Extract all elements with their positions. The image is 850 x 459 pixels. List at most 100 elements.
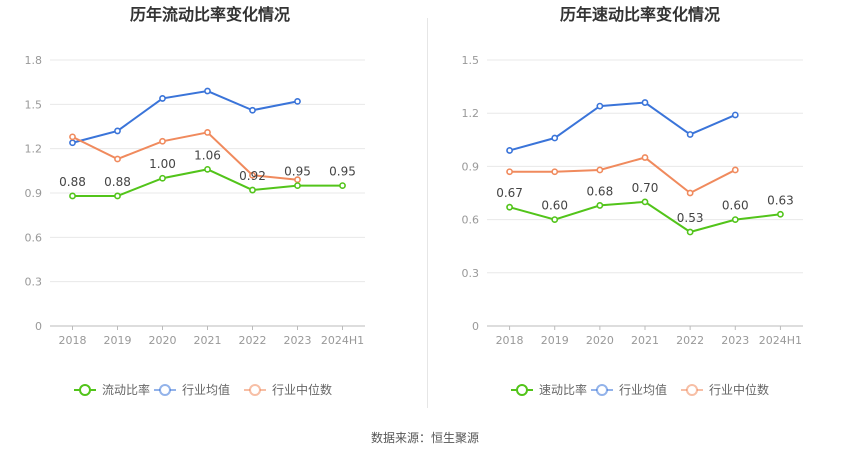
x-tick-label: 2020 bbox=[149, 334, 177, 347]
chart-2: 历年速动比率变化情况 0 0.3 0.6 0.9 1.2 1.5 2018 2019 2020 20… bbox=[462, 5, 803, 397]
data-label: 0.60 bbox=[722, 199, 749, 213]
legend-swatch-marker bbox=[79, 384, 91, 396]
data-point bbox=[249, 186, 256, 194]
x-tick-label: 2024H1 bbox=[321, 334, 364, 347]
data-label: 1.00 bbox=[149, 157, 176, 171]
data-point bbox=[69, 192, 76, 200]
data-label: 0.68 bbox=[586, 184, 613, 198]
legend-label: 流动比率 bbox=[102, 382, 150, 397]
y-tick-label: 0.9 bbox=[25, 187, 43, 200]
series-line-行业均值 bbox=[72, 89, 298, 144]
data-point bbox=[114, 192, 121, 200]
y-tick-label: 0.9 bbox=[462, 160, 480, 173]
data-point bbox=[777, 210, 784, 218]
data-label: 0.67 bbox=[496, 186, 523, 200]
data-point bbox=[204, 129, 211, 136]
x-tick-label: 2019 bbox=[104, 334, 132, 347]
x-tick-label: 2023 bbox=[721, 334, 749, 347]
data-point bbox=[159, 95, 166, 102]
data-label: 0.88 bbox=[104, 175, 131, 189]
legend-item: 行业均值 bbox=[154, 382, 230, 397]
y-tick-label: 0 bbox=[472, 320, 479, 333]
y-tick-label: 1.2 bbox=[25, 143, 43, 156]
y-tick-label: 0.6 bbox=[25, 231, 43, 244]
legend-label: 行业中位数 bbox=[272, 382, 332, 397]
legend-item: 行业中位数 bbox=[681, 382, 769, 397]
data-label: 1.06 bbox=[194, 148, 221, 162]
data-point bbox=[159, 174, 166, 182]
y-tick-label: 0.3 bbox=[462, 267, 480, 280]
data-label: 0.95 bbox=[284, 165, 311, 179]
data-point bbox=[114, 127, 121, 135]
data-point bbox=[641, 99, 649, 106]
legend-label: 行业中位数 bbox=[709, 382, 769, 397]
data-label: 0.60 bbox=[541, 199, 568, 213]
data-point bbox=[641, 154, 649, 161]
data-point bbox=[69, 133, 76, 141]
data-point bbox=[686, 189, 694, 197]
data-point bbox=[731, 111, 739, 119]
data-point bbox=[339, 182, 346, 190]
chart-1: 历年流动比率变化情况 0 0.3 0.6 0.9 1.2 1.5 1.8 2018 2019 202… bbox=[25, 5, 365, 397]
data-point bbox=[731, 216, 739, 223]
legend-label: 行业均值 bbox=[182, 382, 230, 397]
data-point bbox=[686, 228, 694, 236]
chart-title: 历年流动比率变化情况 bbox=[130, 5, 290, 24]
x-tick-label: 2024H1 bbox=[759, 334, 802, 347]
x-tick-label: 2023 bbox=[284, 334, 312, 347]
data-source-note: 数据来源：恒生聚源 bbox=[370, 431, 479, 445]
series-line-行业中位数 bbox=[72, 131, 298, 181]
legend-item: 速动比率 bbox=[511, 382, 587, 397]
data-point bbox=[551, 134, 559, 142]
data-point bbox=[506, 203, 513, 211]
data-point bbox=[69, 139, 76, 147]
data-point bbox=[731, 166, 739, 174]
y-tick-label: 0 bbox=[35, 320, 42, 333]
data-point bbox=[204, 87, 211, 95]
x-tick-label: 2021 bbox=[631, 334, 659, 347]
data-point bbox=[551, 168, 559, 176]
series-line-行业均值 bbox=[509, 101, 736, 152]
legend-item: 行业中位数 bbox=[244, 382, 332, 397]
x-tick-label: 2022 bbox=[239, 334, 267, 347]
data-point bbox=[159, 137, 166, 145]
data-point bbox=[596, 202, 604, 209]
data-point bbox=[204, 165, 211, 173]
data-point bbox=[641, 198, 649, 206]
data-point bbox=[596, 102, 604, 110]
y-tick-label: 0.6 bbox=[462, 214, 480, 227]
legend-item: 行业均值 bbox=[591, 382, 667, 397]
data-label: 0.88 bbox=[59, 175, 86, 189]
data-point bbox=[506, 168, 513, 176]
data-point bbox=[686, 131, 694, 138]
legend-item: 流动比率 bbox=[74, 382, 150, 397]
data-point bbox=[294, 182, 301, 190]
x-tick-label: 2020 bbox=[586, 334, 614, 347]
data-point bbox=[596, 166, 604, 174]
legend-swatch-marker bbox=[159, 384, 171, 396]
y-tick-label: 0.3 bbox=[25, 276, 43, 289]
data-point bbox=[506, 147, 513, 154]
legend-swatch-marker bbox=[686, 384, 698, 396]
series-line-行业中位数 bbox=[509, 156, 736, 195]
data-label: 0.70 bbox=[632, 181, 659, 195]
y-tick-label: 1.2 bbox=[462, 107, 480, 120]
chart-divider bbox=[427, 18, 428, 408]
data-point bbox=[114, 155, 121, 163]
y-tick-label: 1.8 bbox=[25, 54, 43, 67]
x-tick-label: 2018 bbox=[59, 334, 87, 347]
data-label: 0.63 bbox=[767, 193, 794, 207]
legend-label: 速动比率 bbox=[539, 382, 587, 397]
data-point bbox=[294, 97, 301, 105]
x-tick-label: 2019 bbox=[541, 334, 569, 347]
legend-swatch-marker bbox=[596, 384, 608, 396]
data-label: 0.95 bbox=[329, 165, 356, 179]
data-point bbox=[249, 171, 256, 179]
x-tick-label: 2022 bbox=[676, 334, 704, 347]
data-point bbox=[249, 106, 256, 114]
legend-swatch-marker bbox=[249, 384, 261, 396]
chart-title: 历年速动比率变化情况 bbox=[560, 5, 720, 24]
x-tick-label: 2018 bbox=[496, 334, 524, 347]
data-label: 0.92 bbox=[239, 169, 266, 183]
